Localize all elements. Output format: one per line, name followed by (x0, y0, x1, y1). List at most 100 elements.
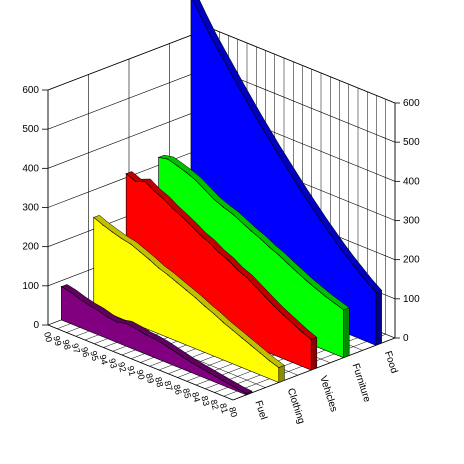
data-point (153, 337, 155, 340)
data-point (264, 295, 266, 298)
data-point (185, 289, 187, 291)
data-point (329, 232, 331, 234)
data-point (79, 298, 81, 300)
x-tick-label: 98 (61, 338, 73, 350)
category-label: Clothing (285, 387, 307, 425)
data-point (185, 171, 187, 174)
data-point (176, 165, 178, 167)
data-point (181, 215, 183, 218)
y-tick-label-left: 0 (33, 320, 39, 331)
data-point (218, 251, 220, 253)
x-tick-label: 92 (116, 361, 128, 373)
data-point (199, 234, 201, 236)
x-tick-label: 00 (42, 331, 54, 343)
y-tick-label-right: 500 (403, 137, 420, 148)
series-layer (60, 0, 383, 396)
data-point (282, 162, 285, 164)
data-point (278, 367, 280, 369)
data-point (144, 333, 146, 335)
data-point (144, 180, 146, 182)
data-point (236, 83, 238, 86)
data-point (222, 321, 224, 323)
data-point (268, 360, 271, 362)
data-point (190, 361, 192, 363)
data-point (245, 100, 248, 102)
data-point (273, 147, 275, 149)
data-point (213, 313, 215, 315)
data-point (70, 291, 72, 293)
x-tick-label: 89 (144, 372, 156, 384)
x-tick-label: 94 (98, 353, 110, 365)
data-point (227, 67, 229, 69)
box-edge (47, 27, 211, 91)
data-point (208, 372, 210, 374)
y-tick-label-left: 200 (22, 242, 39, 253)
data-point (60, 285, 62, 288)
data-point (310, 338, 312, 341)
x-tick-label: 87 (162, 380, 174, 392)
category-label: Food (382, 350, 400, 375)
y-tick-label-right: 200 (403, 255, 420, 266)
data-point (227, 259, 229, 261)
data-point (157, 156, 160, 158)
y-tick-label-left: 500 (22, 124, 39, 135)
y-tick-label-left: 600 (22, 85, 39, 96)
data-point (310, 205, 312, 207)
data-point (241, 221, 243, 224)
data-point (218, 50, 220, 52)
data-point (213, 198, 215, 201)
x-tick-label: 84 (190, 391, 202, 403)
data-point (287, 263, 289, 265)
ribbon-face (93, 216, 280, 383)
x-tick-label: 85 (181, 387, 193, 399)
ribbon-face (158, 156, 344, 359)
data-point (241, 337, 243, 339)
series-vehicles (125, 171, 318, 371)
category-label: Vehicles (317, 375, 339, 414)
ribbon-end (343, 307, 350, 359)
x-tick-label: 81 (218, 402, 230, 414)
data-point (190, 224, 192, 226)
y-tick-label-right: 100 (403, 294, 420, 305)
data-point (231, 329, 234, 331)
data-point (134, 180, 137, 182)
data-point (139, 251, 141, 253)
data-point (273, 305, 275, 307)
y-tick-label-right: 400 (403, 176, 420, 187)
data-point (292, 322, 294, 325)
data-point (208, 242, 211, 244)
data-point (338, 245, 340, 248)
x-tick-label: 82 (209, 398, 221, 410)
data-point (264, 132, 266, 134)
x-tick-label: 80 (227, 406, 239, 418)
ribbon-end (375, 289, 382, 346)
data-point (107, 316, 109, 318)
ribbon-end (310, 337, 318, 371)
x-tick-label: 86 (172, 383, 184, 395)
data-point (324, 295, 326, 297)
data-point (245, 392, 247, 394)
x-tick-label: 88 (153, 376, 165, 388)
x-tick-label: 96 (79, 346, 91, 358)
data-point (102, 224, 104, 226)
series-clothing (93, 214, 285, 383)
box-edge (47, 324, 234, 401)
data-point (157, 267, 160, 269)
data-point (162, 197, 164, 200)
data-point (259, 352, 261, 354)
data-point (148, 258, 150, 261)
y-tick-label-right: 0 (403, 333, 409, 344)
data-point (204, 305, 206, 307)
category-label: Fuel (252, 399, 268, 421)
data-point (375, 291, 377, 294)
data-point (296, 271, 298, 273)
data-point (342, 309, 345, 311)
data-point (222, 206, 224, 208)
data-point (236, 268, 238, 271)
data-point (250, 230, 252, 232)
data-point (162, 343, 164, 345)
data-point (171, 207, 174, 209)
axis-labels: 0 100 200 300 400 500 600 0 100 200 300 400 500 600 00… (22, 85, 420, 425)
y-tick-label-right: 300 (403, 216, 420, 227)
